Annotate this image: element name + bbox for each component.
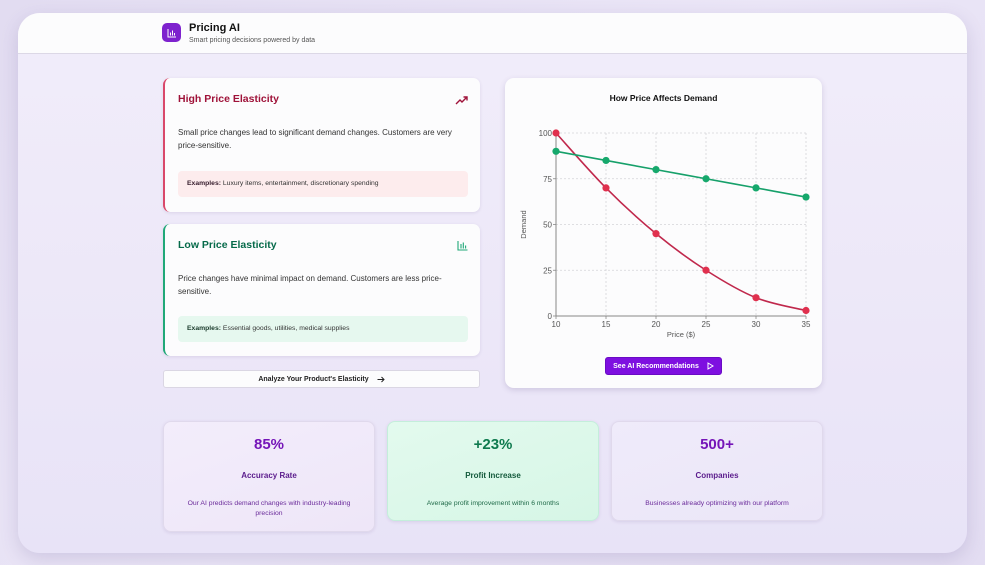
stat-card-companies: 500+ Companies Businesses already optimi… bbox=[611, 421, 823, 521]
recommendations-button-label: See AI Recommendations bbox=[613, 362, 699, 370]
card-description: Price changes have minimal impact on dem… bbox=[178, 274, 442, 296]
stat-value: +23% bbox=[473, 436, 513, 453]
card-description: Small price changes lead to significant … bbox=[178, 128, 452, 150]
card-title: Low Price Elasticity bbox=[178, 239, 277, 251]
bar-chart-icon bbox=[457, 238, 468, 256]
svg-text:30: 30 bbox=[752, 320, 761, 329]
see-ai-recommendations-button[interactable]: See AI Recommendations bbox=[605, 357, 722, 375]
bar-chart-icon bbox=[167, 28, 176, 37]
stat-note: Average profit improvement within 6 mont… bbox=[426, 500, 560, 507]
svg-text:75: 75 bbox=[543, 175, 552, 184]
stat-value: 85% bbox=[253, 436, 285, 453]
stat-label: Accuracy Rate bbox=[241, 471, 297, 480]
examples-text: Luxury items, entertainment, discretiona… bbox=[222, 180, 379, 187]
svg-text:100: 100 bbox=[539, 129, 553, 138]
stat-value: 500+ bbox=[700, 436, 734, 453]
chart-title: How Price Affects Demand bbox=[609, 93, 718, 103]
stat-label: Companies bbox=[695, 471, 739, 480]
svg-text:10: 10 bbox=[552, 320, 561, 329]
svg-text:50: 50 bbox=[543, 221, 552, 230]
app-header: Pricing AI Smart pricing decisions power… bbox=[18, 13, 967, 54]
svg-text:35: 35 bbox=[802, 320, 811, 329]
examples-label: Examples: bbox=[187, 325, 222, 332]
svg-text:20: 20 bbox=[652, 320, 661, 329]
app-subtitle: Smart pricing decisions powered by data bbox=[189, 37, 316, 44]
card-title: High Price Elasticity bbox=[178, 93, 279, 105]
examples-label: Examples: bbox=[187, 180, 222, 187]
stat-note: Businesses already optimizing with our p… bbox=[645, 500, 789, 507]
trending-up-icon bbox=[455, 92, 468, 110]
stat-label: Profit Increase bbox=[465, 471, 521, 480]
analyze-elasticity-button[interactable]: Analyze Your Product's Elasticity bbox=[163, 370, 480, 388]
examples-box: Examples: Luxury items, entertainment, d… bbox=[178, 171, 468, 197]
svg-text:15: 15 bbox=[602, 320, 611, 329]
app-title: Pricing AI bbox=[189, 22, 240, 34]
stat-card-accuracy: 85% Accuracy Rate Our AI predicts demand… bbox=[163, 421, 375, 532]
high-elasticity-card: High Price Elasticity Small price change… bbox=[163, 78, 480, 212]
svg-text:0: 0 bbox=[548, 312, 553, 321]
svg-text:25: 25 bbox=[702, 320, 711, 329]
demand-chart-card: How Price Affects Demand 0 25 50 75 100 10 15 2… bbox=[505, 78, 822, 388]
app-window: Pricing AI Smart pricing decisions power… bbox=[18, 13, 967, 553]
stat-note: Our AI predicts demand changes with indu… bbox=[187, 500, 351, 517]
analyze-button-label: Analyze Your Product's Elasticity bbox=[258, 375, 369, 383]
arrow-right-icon bbox=[377, 376, 385, 382]
svg-text:25: 25 bbox=[543, 266, 552, 275]
demand-line-chart: 0 25 50 75 100 10 15 20 25 30 35 Price ($) Demand bbox=[519, 129, 811, 339]
examples-text: Essential goods, utilities, medical supp… bbox=[222, 325, 350, 332]
svg-text:Price ($): Price ($) bbox=[667, 330, 696, 339]
svg-text:Demand: Demand bbox=[519, 210, 528, 238]
stat-card-profit: +23% Profit Increase Average profit impr… bbox=[387, 421, 599, 521]
low-elasticity-card: Low Price Elasticity Price changes have … bbox=[163, 224, 480, 356]
examples-box: Examples: Essential goods, utilities, me… bbox=[178, 316, 468, 342]
play-icon bbox=[707, 362, 714, 370]
app-logo bbox=[162, 23, 181, 42]
